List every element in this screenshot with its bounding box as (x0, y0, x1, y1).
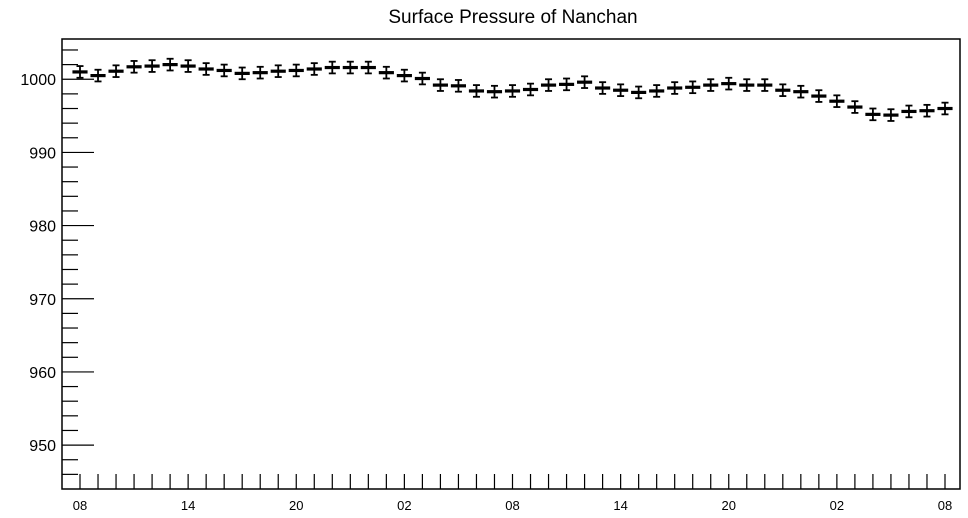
data-point (613, 83, 629, 97)
data-point (577, 75, 593, 89)
data-point (180, 59, 196, 73)
data-point (414, 71, 430, 86)
data-point (901, 104, 917, 119)
data-point (450, 79, 467, 93)
data-point (558, 77, 575, 92)
y-tick-label: 960 (29, 365, 56, 382)
data-point (865, 107, 881, 122)
data-point (847, 100, 863, 114)
data-point (937, 101, 953, 116)
data-point (631, 85, 647, 100)
y-tick-label: 970 (29, 292, 56, 309)
data-point (829, 94, 845, 108)
data-point (595, 81, 611, 95)
data-series (72, 57, 953, 122)
plot-frame (61, 38, 961, 490)
y-tick-label: 990 (29, 145, 56, 162)
data-point (540, 78, 557, 92)
data-point (775, 83, 791, 97)
data-point (360, 60, 376, 75)
data-point (144, 59, 160, 73)
x-tick-label: 08 (505, 498, 519, 513)
data-point (270, 64, 286, 78)
data-point (486, 84, 503, 99)
data-point (216, 63, 232, 78)
data-point (919, 103, 935, 118)
x-tick-label: 08 (73, 498, 87, 513)
data-point (198, 62, 214, 76)
y-tick-label: 950 (29, 438, 56, 455)
x-tick-label: 20 (722, 498, 736, 513)
data-point (342, 60, 358, 75)
data-point (306, 62, 322, 76)
data-point (162, 57, 178, 72)
x-tick-label: 14 (613, 498, 627, 513)
x-tick-label: 14 (181, 498, 195, 513)
data-point (649, 84, 665, 98)
data-point (667, 81, 683, 95)
x-tick-label: 08 (938, 498, 952, 513)
y-tick-label: 1000 (20, 72, 56, 89)
chart-title: Surface Pressure of Nanchan (388, 7, 637, 28)
data-point (522, 82, 539, 97)
data-point (793, 84, 809, 99)
data-point (721, 76, 737, 91)
x-axis: 08 14 20 02 08 14 20 02 08 (73, 474, 952, 513)
data-point (108, 64, 124, 78)
x-tick-label: 02 (397, 498, 411, 513)
data-point (252, 65, 268, 80)
data-point (378, 65, 394, 80)
data-point (504, 84, 521, 98)
y-axis: 950 960 970 980 990 1000 (20, 49, 94, 475)
data-point (396, 68, 412, 83)
y-tick-label: 980 (29, 219, 56, 236)
data-point (126, 60, 142, 74)
data-point (324, 60, 340, 75)
data-point (703, 78, 719, 92)
data-point (883, 108, 899, 122)
data-point (468, 84, 485, 98)
data-point (234, 66, 250, 81)
x-tick-label: 20 (289, 498, 303, 513)
data-point (739, 78, 755, 92)
data-point (90, 68, 106, 83)
data-point (811, 89, 827, 103)
x-tick-label: 02 (830, 498, 844, 513)
data-point (432, 78, 448, 92)
data-point (757, 78, 773, 92)
data-point (685, 80, 701, 95)
data-point (288, 63, 304, 78)
data-point (72, 65, 88, 79)
